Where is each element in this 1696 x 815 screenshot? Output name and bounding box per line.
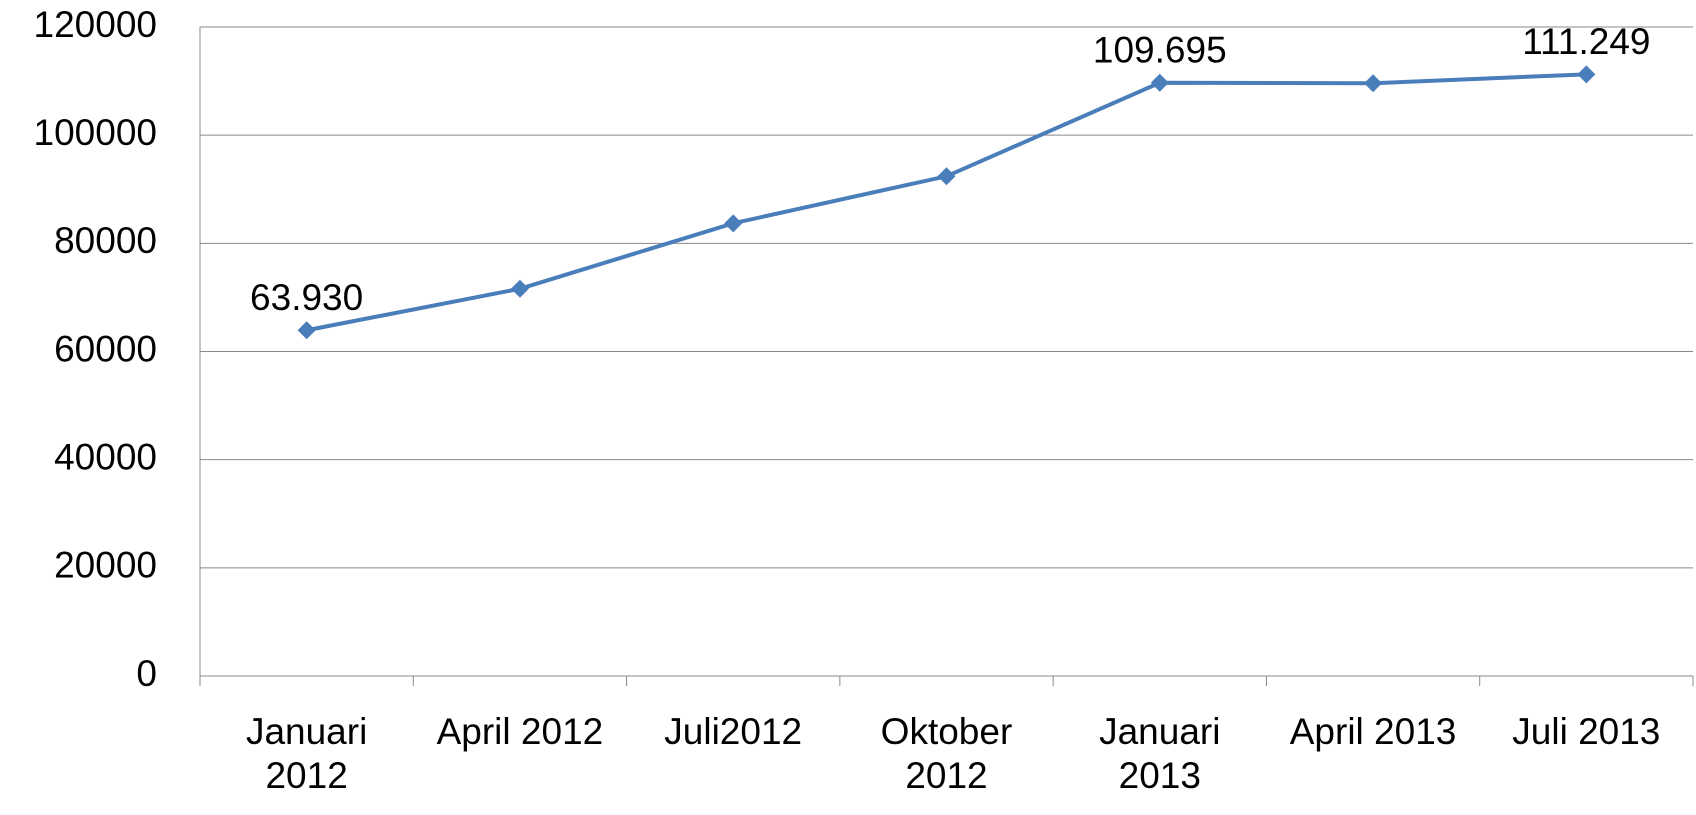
- x-tick-label: Juli 2013: [1485, 710, 1688, 754]
- y-tick-label: 60000: [54, 328, 157, 369]
- point-marker: [724, 214, 742, 232]
- x-tick-label: Oktober 2012: [845, 710, 1048, 798]
- chart: 0 20000 40000 60000 80000 100000 120000 63.930 1…: [0, 0, 1696, 815]
- data-label: 109.695: [1093, 30, 1227, 71]
- point-marker: [1577, 65, 1595, 83]
- y-tick-label: 100000: [34, 112, 157, 153]
- y-tick-label: 0: [136, 653, 157, 694]
- chart-page: 0 20000 40000 60000 80000 100000 120000 63.930 1…: [0, 0, 1696, 815]
- point-marker: [511, 280, 529, 298]
- point-marker: [938, 167, 956, 185]
- x-tick-label: April 2013: [1271, 710, 1474, 754]
- point-marker: [298, 321, 316, 339]
- data-label: 63.930: [250, 277, 363, 318]
- point-marker: [1151, 74, 1169, 92]
- data-label: 111.249: [1522, 21, 1650, 62]
- y-tick-label: 20000: [54, 545, 157, 586]
- x-tick-label: Januari 2013: [1058, 710, 1261, 798]
- series-line: [307, 74, 1587, 330]
- y-tick-label: 40000: [54, 436, 157, 477]
- point-marker: [1364, 74, 1382, 92]
- x-tick-label: Januari 2012: [205, 710, 408, 798]
- y-tick-label: 120000: [34, 4, 157, 45]
- y-tick-label: 80000: [54, 220, 157, 261]
- x-tick-label: Juli2012: [632, 710, 835, 754]
- x-tick-label: April 2012: [418, 710, 621, 754]
